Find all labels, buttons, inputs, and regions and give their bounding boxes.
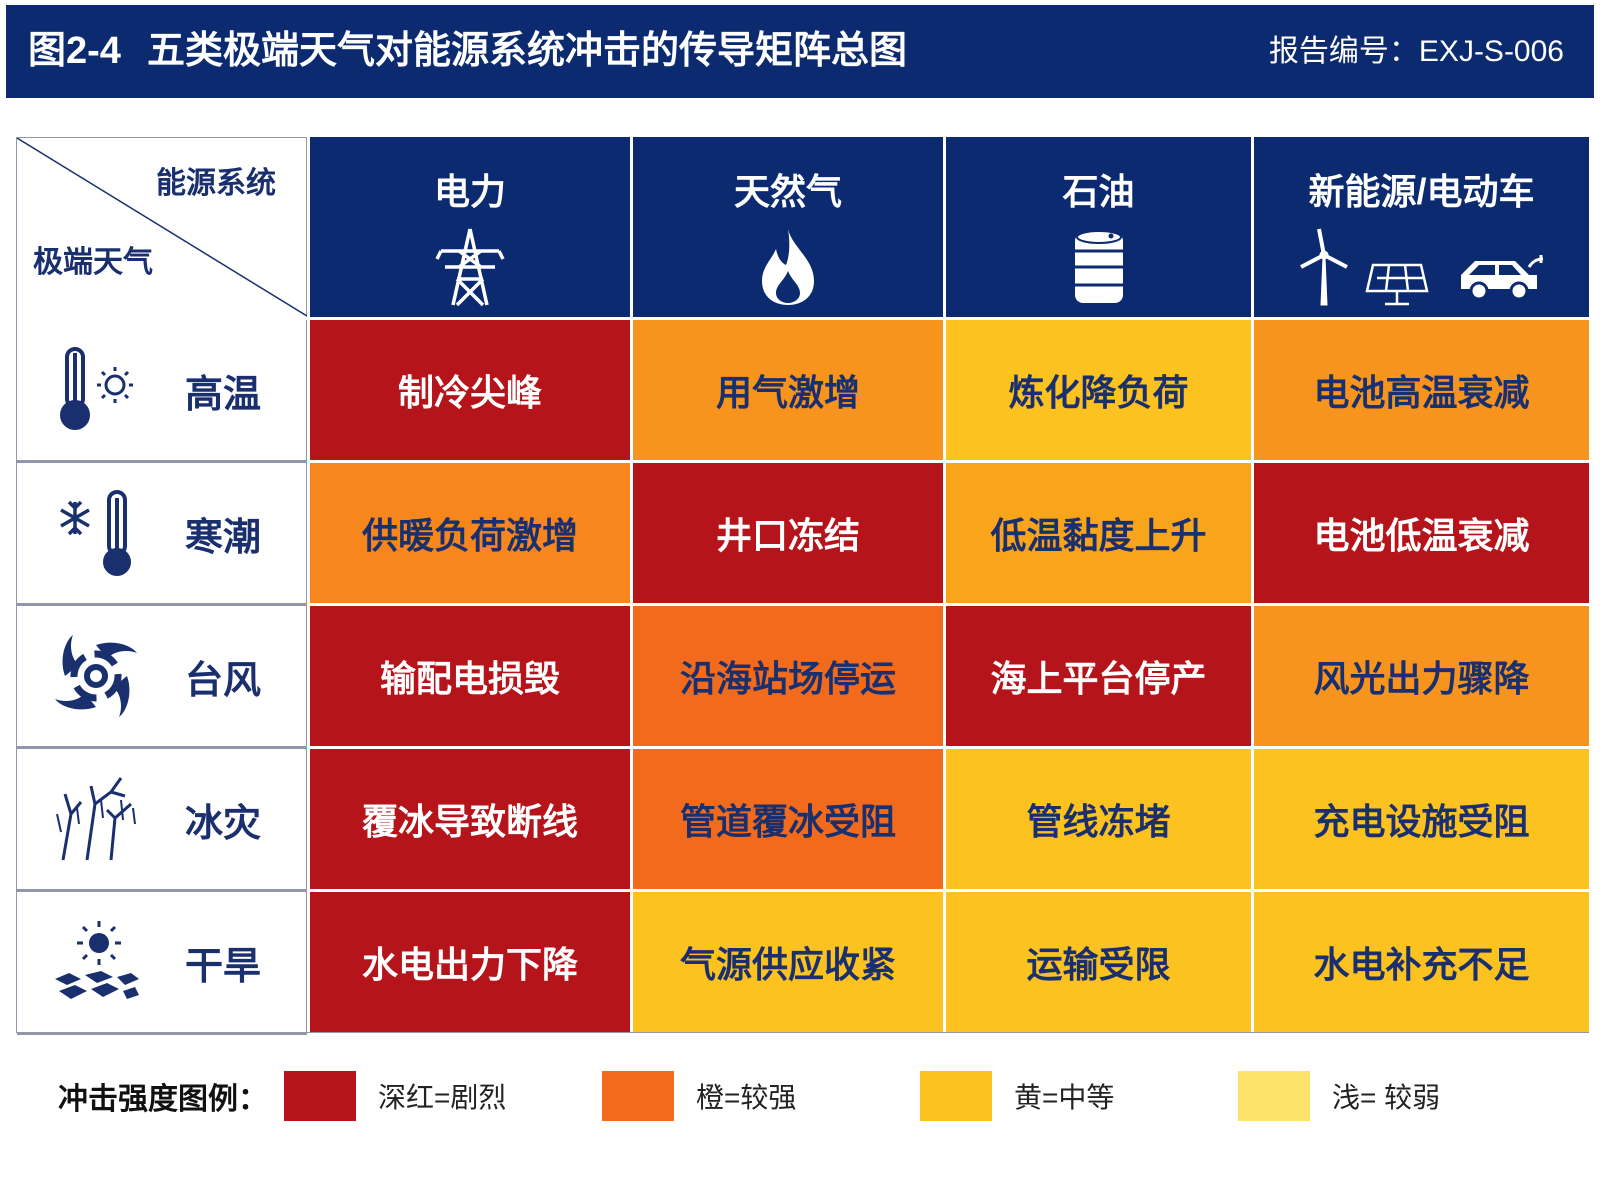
heat-icon xyxy=(60,347,133,430)
column-name: 石油 xyxy=(1062,171,1135,212)
matrix-cell: 沿海站场停运 xyxy=(633,606,943,746)
matrix-cell: 电池低温衰减 xyxy=(1254,463,1589,603)
legend-item: 橙=较强 xyxy=(602,1071,920,1121)
figure-title: 图2-4 五类极端天气对能源系统冲击的传导矩阵总图 xyxy=(28,5,933,98)
flame-icon xyxy=(762,229,814,305)
column-name: 天然气 xyxy=(733,171,842,212)
matrix-table: 能源系统 极端天气 电力 天然气 石油 新能源/电动车 xyxy=(16,137,1589,1033)
column-header: 新能源/电动车 xyxy=(1254,137,1589,317)
legend-swatch xyxy=(1238,1071,1310,1121)
legend-item: 深红=剧烈 xyxy=(284,1071,602,1121)
matrix-cell: 水电补充不足 xyxy=(1254,892,1589,1032)
legend-label: 浅= 较弱 xyxy=(1332,1082,1441,1113)
title-bar: 图2-4 五类极端天气对能源系统冲击的传导矩阵总图 报告编号：EXJ-S-006 xyxy=(6,5,1594,98)
diagonal xyxy=(17,138,307,317)
row-axis-label: 极端天气 xyxy=(33,246,153,279)
corner-cell: 能源系统 极端天气 xyxy=(17,137,307,317)
matrix-cell: 充电设施受阻 xyxy=(1254,749,1589,889)
legend-title: 冲击强度图例： xyxy=(58,1083,268,1116)
matrix-cell: 气源供应收紧 xyxy=(633,892,943,1032)
column-header: 天然气 xyxy=(633,137,943,317)
legend-swatch xyxy=(602,1071,674,1121)
matrix-cell: 井口冻结 xyxy=(633,463,943,603)
report-number: 报告编号：EXJ-S-006 xyxy=(1268,35,1564,68)
legend-item: 黄=中等 xyxy=(920,1071,1238,1121)
legend-label: 深红=剧烈 xyxy=(378,1082,507,1113)
row-header: 干旱 xyxy=(17,892,307,1032)
matrix-cell: 炼化降负荷 xyxy=(946,320,1251,460)
row-header: 冰灾 xyxy=(17,749,307,889)
column-header: 电力 xyxy=(310,137,630,317)
row-name: 寒潮 xyxy=(185,516,262,559)
matrix-cell: 运输受限 xyxy=(946,892,1251,1032)
row-header: 寒潮 xyxy=(17,463,307,603)
legend-label: 黄=中等 xyxy=(1014,1082,1115,1113)
row-header: 台风 xyxy=(17,606,307,746)
matrix-cell: 管线冻堵 xyxy=(946,749,1251,889)
barrel-icon xyxy=(1074,230,1123,303)
matrix-cell: 风光出力骤降 xyxy=(1254,606,1589,746)
matrix-cell: 供暖负荷激增 xyxy=(310,463,630,603)
column-name: 电力 xyxy=(433,171,506,212)
row-name: 台风 xyxy=(185,659,262,702)
matrix-cell: 制冷尖峰 xyxy=(310,320,630,460)
new-energy-icons xyxy=(1299,228,1543,306)
legend-swatch xyxy=(920,1071,992,1121)
column-name: 新能源/电动车 xyxy=(1308,171,1535,212)
legend: 冲击强度图例： 深红=剧烈 橙=较强 黄=中等 浅= 较弱 xyxy=(58,1070,1556,1122)
legend-item: 浅= 较弱 xyxy=(1238,1071,1556,1121)
column-header: 石油 xyxy=(946,137,1251,317)
matrix-cell: 低温黏度上升 xyxy=(946,463,1251,603)
row-header: 高温 xyxy=(17,320,307,460)
tower-icon xyxy=(435,228,505,307)
typhoon-icon xyxy=(55,635,137,717)
matrix-cell: 水电出力下降 xyxy=(310,892,630,1032)
matrix-cell: 管道覆冰受阻 xyxy=(633,749,943,889)
drought-icon xyxy=(55,921,139,999)
matrix-cell: 用气激增 xyxy=(633,320,943,460)
title-text: 五类极端天气对能源系统冲击的传导矩阵总图 xyxy=(146,30,907,72)
row-name: 冰灾 xyxy=(185,802,262,845)
figure-number: 图2-4 xyxy=(28,30,121,72)
matrix-cell: 海上平台停产 xyxy=(946,606,1251,746)
row-name: 高温 xyxy=(185,373,262,416)
ice-icon xyxy=(56,777,136,861)
matrix-cell: 覆冰导致断线 xyxy=(310,749,630,889)
legend-swatch xyxy=(284,1071,356,1121)
matrix-cell: 电池高温衰减 xyxy=(1254,320,1589,460)
matrix-cell: 输配电损毁 xyxy=(310,606,630,746)
cold-icon xyxy=(60,490,131,576)
column-axis-label: 能源系统 xyxy=(156,167,276,200)
row-name: 干旱 xyxy=(185,945,262,988)
legend-label: 橙=较强 xyxy=(696,1082,797,1113)
